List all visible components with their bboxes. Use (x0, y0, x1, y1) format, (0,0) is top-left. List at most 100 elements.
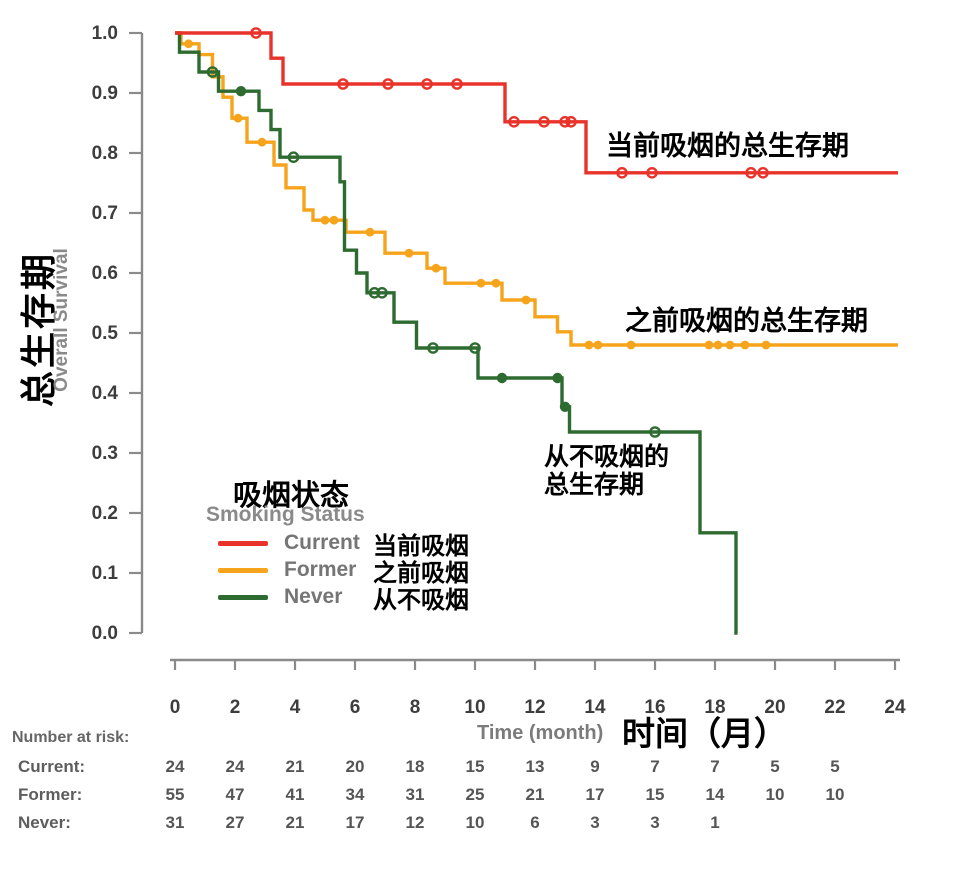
risk-value: 15 (645, 785, 665, 804)
x-tick-label: 8 (410, 697, 421, 718)
censor-mark (233, 113, 243, 123)
censor-mark (469, 342, 481, 354)
censor-mark (559, 116, 571, 128)
censor-mark (713, 340, 723, 350)
censor-mark (329, 215, 339, 225)
risk-value: 17 (585, 785, 605, 804)
censor-mark (376, 286, 388, 299)
x-tick-label: 12 (524, 697, 545, 718)
y-tick-label: 0.7 (92, 203, 118, 224)
x-tick-label: 14 (584, 697, 606, 718)
censor-mark (565, 116, 577, 128)
y-tick-label: 1.0 (92, 23, 118, 44)
censor-mark (704, 340, 714, 350)
legend-label-zh: 从不吸烟 (373, 586, 469, 614)
x-axis-title-en: Time (month) (477, 722, 604, 744)
risk-table-title: Number at risk: (12, 729, 130, 746)
risk-value: 10 (825, 785, 845, 804)
risk-value: 6 (530, 813, 540, 832)
risk-value: 10 (765, 785, 785, 804)
legend-item-former: Former 之前吸烟 (206, 557, 516, 587)
y-tick-label: 0.0 (92, 623, 118, 644)
risk-value: 25 (465, 785, 485, 804)
censor-mark (740, 340, 750, 350)
y-tick-label: 0.6 (92, 263, 118, 284)
risk-value: 20 (345, 757, 365, 776)
legend-item-current: Current 当前吸烟 (206, 530, 516, 560)
risk-row-label-former: Former: (18, 785, 83, 804)
legend-title-zh: 吸烟状态 (233, 480, 350, 512)
censor-mark-filled (496, 372, 508, 384)
x-tick-label: 16 (644, 697, 665, 718)
risk-value: 5 (770, 757, 780, 776)
curve-path (175, 31, 738, 635)
y-tick-label: 0.1 (92, 563, 119, 584)
legend-item-never: Never 从不吸烟 (206, 584, 516, 614)
legend-label-en: Former (284, 558, 357, 581)
censor-mark (626, 340, 636, 350)
x-tick-label: 10 (464, 697, 485, 718)
risk-value: 55 (165, 785, 185, 804)
legend-label-en: Never (284, 585, 343, 608)
annotation-never-curve: 从不吸烟的 总生存期 (544, 443, 670, 499)
risk-value: 7 (650, 757, 660, 776)
risk-value: 31 (405, 785, 425, 804)
censor-mark-filled (559, 401, 571, 412)
legend-title-en: Smoking Status (206, 503, 365, 526)
risk-row-label-never: Never: (18, 813, 71, 832)
censor-mark (584, 340, 594, 350)
risk-value: 12 (405, 813, 425, 832)
censor-mark (404, 248, 414, 258)
legend-label-zh: 当前吸烟 (373, 532, 469, 560)
censor-mark (320, 215, 330, 225)
risk-value: 47 (225, 785, 245, 804)
censor-mark (257, 137, 267, 147)
censor-mark (287, 151, 300, 163)
censor-mark (508, 116, 520, 128)
censor-mark (451, 78, 463, 90)
risk-value: 1 (710, 813, 720, 832)
censor-mark (365, 227, 375, 237)
censor-mark (427, 342, 439, 354)
risk-value: 24 (165, 757, 185, 776)
censor-mark (521, 295, 531, 305)
x-tick-label: 18 (704, 697, 725, 718)
risk-value: 5 (830, 757, 840, 776)
risk-value: 21 (525, 785, 545, 804)
censor-mark (725, 340, 735, 350)
x-tick-label: 6 (350, 697, 361, 718)
legend-line-swatch-former (218, 567, 268, 573)
x-tick-label: 0 (170, 697, 181, 718)
censor-mark-filled (235, 86, 247, 97)
censor-mark (250, 27, 262, 39)
legend-label-en: Current (284, 531, 360, 554)
x-tick-label: 20 (764, 697, 785, 718)
censor-mark (538, 116, 550, 128)
risk-value: 31 (165, 813, 185, 832)
x-axis-title-zh: 时间（月） (622, 715, 787, 752)
risk-value: 21 (285, 757, 305, 776)
risk-row-label-current: Current: (18, 757, 86, 776)
x-tick-label: 2 (230, 697, 241, 718)
censor-mark (646, 166, 658, 179)
legend-line-swatch-never (218, 594, 268, 600)
risk-value: 41 (285, 785, 305, 804)
censor-mark (745, 166, 757, 179)
y-tick-label: 0.4 (92, 383, 119, 404)
risk-value: 17 (345, 813, 365, 832)
risk-value: 14 (705, 785, 725, 804)
censor-mark (431, 263, 441, 273)
curve-path (175, 31, 898, 175)
risk-value: 34 (345, 785, 365, 804)
risk-value: 18 (405, 757, 425, 776)
censor-mark (382, 78, 394, 90)
censor-mark (337, 78, 349, 90)
risk-value: 24 (225, 757, 245, 776)
risk-value: 13 (525, 757, 545, 776)
risk-value: 10 (465, 813, 485, 832)
y-axis-title-en: Overall Survival (51, 248, 72, 392)
y-tick-label: 0.8 (92, 143, 118, 164)
annotation-current-curve: 当前吸烟的总生存期 (606, 131, 849, 161)
risk-value: 3 (590, 813, 600, 832)
legend-label-zh: 之前吸烟 (373, 559, 469, 587)
